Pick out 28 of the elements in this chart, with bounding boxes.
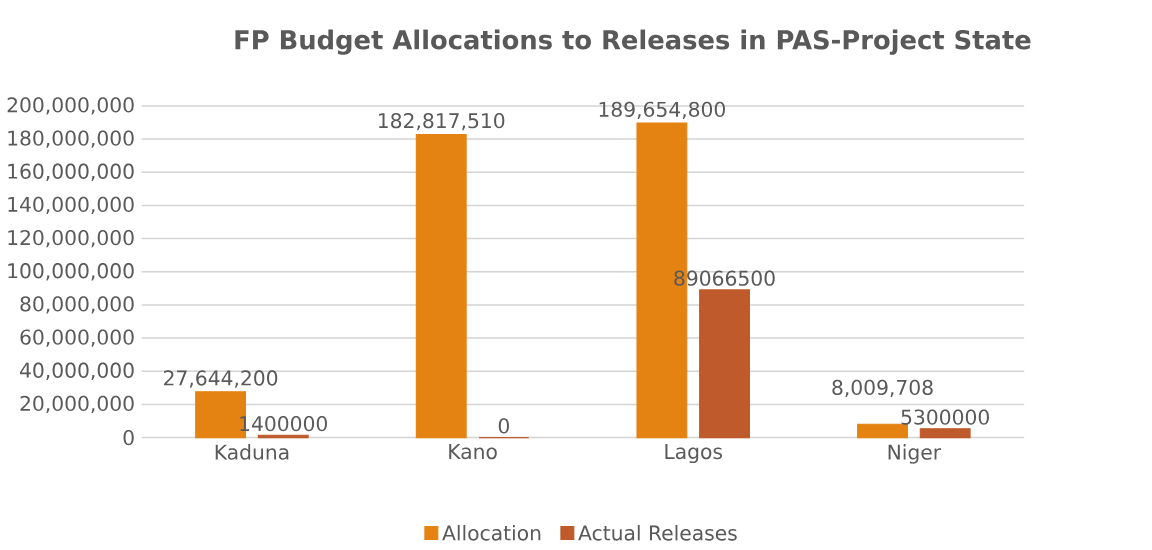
bar (919, 428, 971, 438)
y-tick-label: 60,000,000 (20, 329, 134, 347)
data-label: 8,009,708 (832, 379, 933, 397)
bar (857, 423, 908, 438)
y-tick-label: 200,000,000 (7, 97, 134, 115)
data-label: 189,654,800 (599, 101, 725, 119)
data-label: 5300000 (901, 409, 989, 425)
y-tick-label: 100,000,000 (8, 262, 134, 281)
chart-title: FP Budget Allocations to Releases in PAS-Project State (235, 29, 1031, 55)
bar (415, 133, 467, 438)
y-tick-label: 80,000,000 (20, 296, 134, 314)
legend-label: Allocation (442, 524, 541, 541)
data-label: 182,817,510 (379, 112, 505, 131)
x-tick-label: Niger (888, 443, 942, 464)
y-tick-label: 140,000,000 (8, 196, 134, 214)
data-label: 27,644,200 (164, 370, 278, 388)
y-tick-label: 180,000,000 (8, 130, 134, 148)
x-tick-label: Kano (449, 443, 497, 459)
x-tick-label: Kaduna (215, 443, 289, 460)
y-tick-label: 40,000,000 (20, 362, 134, 380)
x-tick-label: Lagos (665, 443, 722, 463)
legend-label: Actual Releases (578, 524, 737, 541)
y-tick-label: 160,000,000 (8, 163, 134, 181)
y-tick-label: 20,000,000 (20, 395, 134, 413)
y-tick-label: 120,000,000 (8, 229, 134, 248)
bar (699, 289, 750, 438)
data-label: 0 (498, 418, 509, 434)
y-tick-label: 0 (123, 429, 134, 446)
